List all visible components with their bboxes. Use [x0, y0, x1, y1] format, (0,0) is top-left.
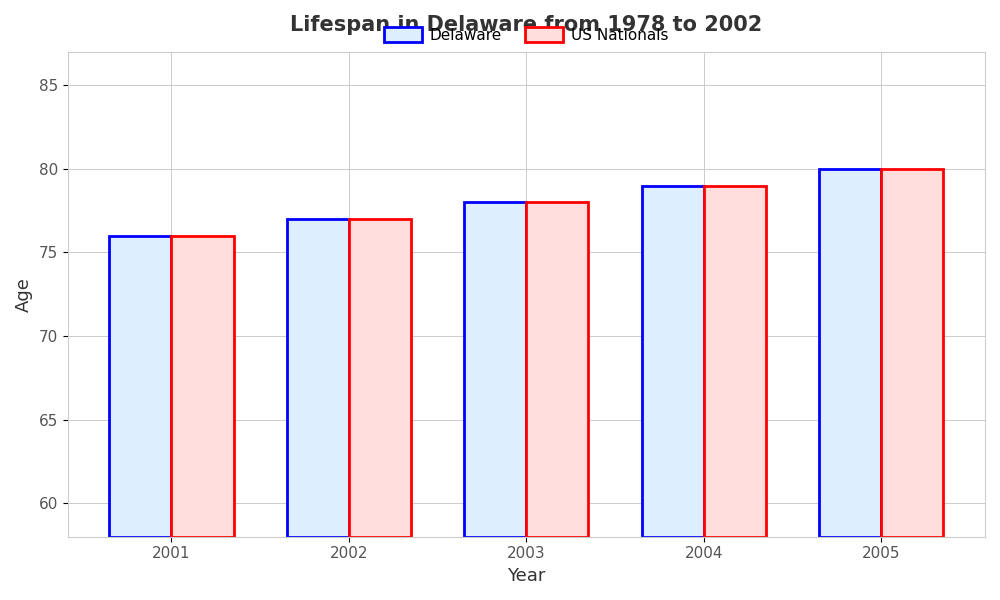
Bar	[171, 236, 234, 537]
Bar	[881, 169, 943, 537]
Bar	[642, 185, 704, 537]
Bar	[526, 202, 588, 537]
Legend: Delaware, US Nationals: Delaware, US Nationals	[378, 20, 675, 49]
Bar	[287, 219, 349, 537]
X-axis label: Year: Year	[507, 567, 546, 585]
Bar	[819, 169, 881, 537]
Bar	[464, 202, 526, 537]
Y-axis label: Age: Age	[15, 277, 33, 312]
Bar	[704, 185, 766, 537]
Bar	[109, 236, 171, 537]
Bar	[349, 219, 411, 537]
Title: Lifespan in Delaware from 1978 to 2002: Lifespan in Delaware from 1978 to 2002	[290, 15, 762, 35]
